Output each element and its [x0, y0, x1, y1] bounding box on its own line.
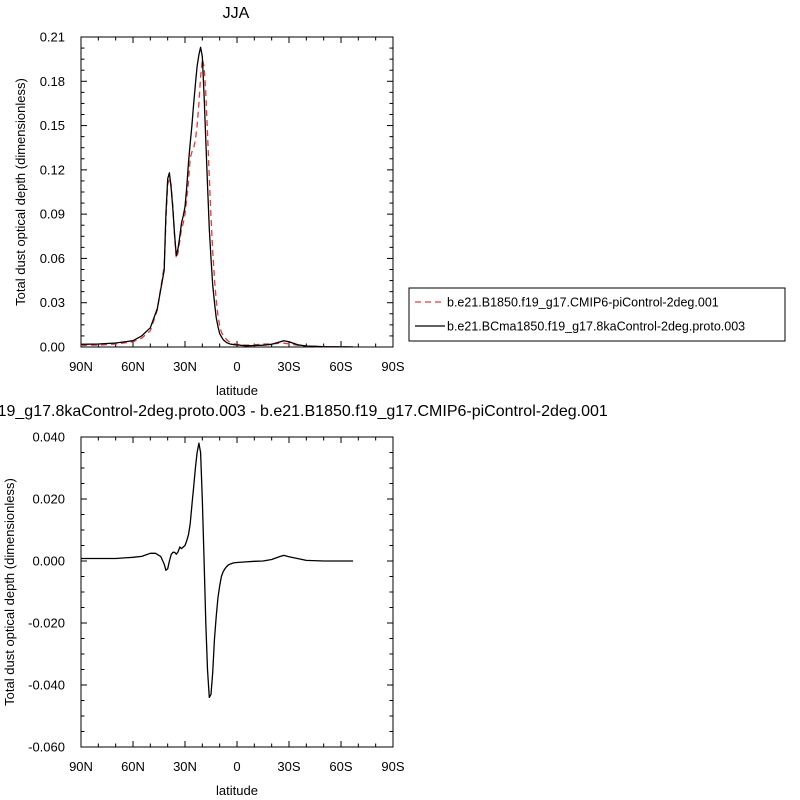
- top-chart-frame: [80, 36, 394, 348]
- top-y-tick-label: 0.18: [40, 74, 65, 89]
- bottom-chart: b.e21.BCma1850.f19_g17.8kaControl-2deg.p…: [0, 403, 608, 798]
- bottom-chart-title: b.e21.BCma1850.f19_g17.8kaControl-2deg.p…: [0, 403, 608, 420]
- bottom-y-tick-label: -0.060: [28, 740, 65, 755]
- legend-label-series-1: b.e21.B1850.f19_g17.CMIP6-piControl-2deg…: [447, 296, 719, 310]
- top-y-tick-label: 0.00: [40, 340, 65, 355]
- top-chart-plot-area: 90N 60N 30N 0 30S 60S 90S 0.00 0.03 0.06 0.09 0.12 0…: [40, 30, 405, 375]
- bottom-chart-x-axis-label: latitude: [216, 783, 258, 798]
- top-y-tick-label: 0.09: [40, 207, 65, 222]
- top-chart: JJA 90N 60N 30N 0 30S 60S 90S 0.00 0.03 0.06 0.09 0…: [13, 5, 405, 398]
- top-x-tick-label: 60N: [121, 359, 145, 374]
- top-x-tick-label: 90N: [69, 359, 93, 374]
- top-chart-title: JJA: [223, 5, 250, 22]
- bottom-x-tick-label: 0: [233, 759, 240, 774]
- top-x-tick-label: 60S: [329, 359, 352, 374]
- bottom-series-line-1: [81, 442, 354, 699]
- bottom-chart-y-axis-label: Total dust optical depth (dimensionless): [2, 478, 17, 706]
- bottom-y-tick-label: 0.040: [32, 430, 65, 445]
- top-y-tick-label: 0.21: [40, 30, 65, 45]
- top-y-tick-label: 0.15: [40, 118, 65, 133]
- bottom-x-tick-label: 90N: [69, 759, 93, 774]
- bottom-y-tick-label: 0.020: [32, 492, 65, 507]
- bottom-x-tick-label: 60N: [121, 759, 145, 774]
- top-y-tick-label: 0.06: [40, 251, 65, 266]
- top-chart-legend: b.e21.B1850.f19_g17.CMIP6-piControl-2deg…: [408, 287, 786, 342]
- bottom-x-tick-label: 30N: [173, 759, 197, 774]
- bottom-y-tick-label: 0.000: [32, 554, 65, 569]
- top-y-tick-label: 0.12: [40, 162, 65, 177]
- top-chart-x-axis-label: latitude: [216, 383, 258, 398]
- bottom-y-tick-label: -0.040: [28, 678, 65, 693]
- legend-box: [408, 287, 786, 342]
- bottom-x-tick-label: 30S: [277, 759, 300, 774]
- top-chart-y-axis-label: Total dust optical depth (dimensionless): [13, 78, 28, 306]
- bottom-chart-plot-area: 90N 60N 30N 0 30S 60S 90S -0.060 -0.040 -0.020 0.0…: [28, 430, 405, 775]
- bottom-chart-frame: [80, 436, 394, 748]
- top-x-tick-label: 90S: [381, 359, 404, 374]
- top-series-line-2: [80, 46, 354, 348]
- top-x-tick-label: 30S: [277, 359, 300, 374]
- top-x-tick-label: 30N: [173, 359, 197, 374]
- legend-label-series-2: b.e21.BCma1850.f19_g17.8kaControl-2deg.p…: [447, 320, 745, 334]
- bottom-y-tick-label: -0.020: [28, 616, 65, 631]
- top-series-line-1: [80, 58, 354, 348]
- bottom-x-tick-label: 60S: [329, 759, 352, 774]
- top-y-tick-label: 0.03: [40, 295, 65, 310]
- top-x-tick-label: 0: [233, 359, 240, 374]
- bottom-x-tick-label: 90S: [381, 759, 404, 774]
